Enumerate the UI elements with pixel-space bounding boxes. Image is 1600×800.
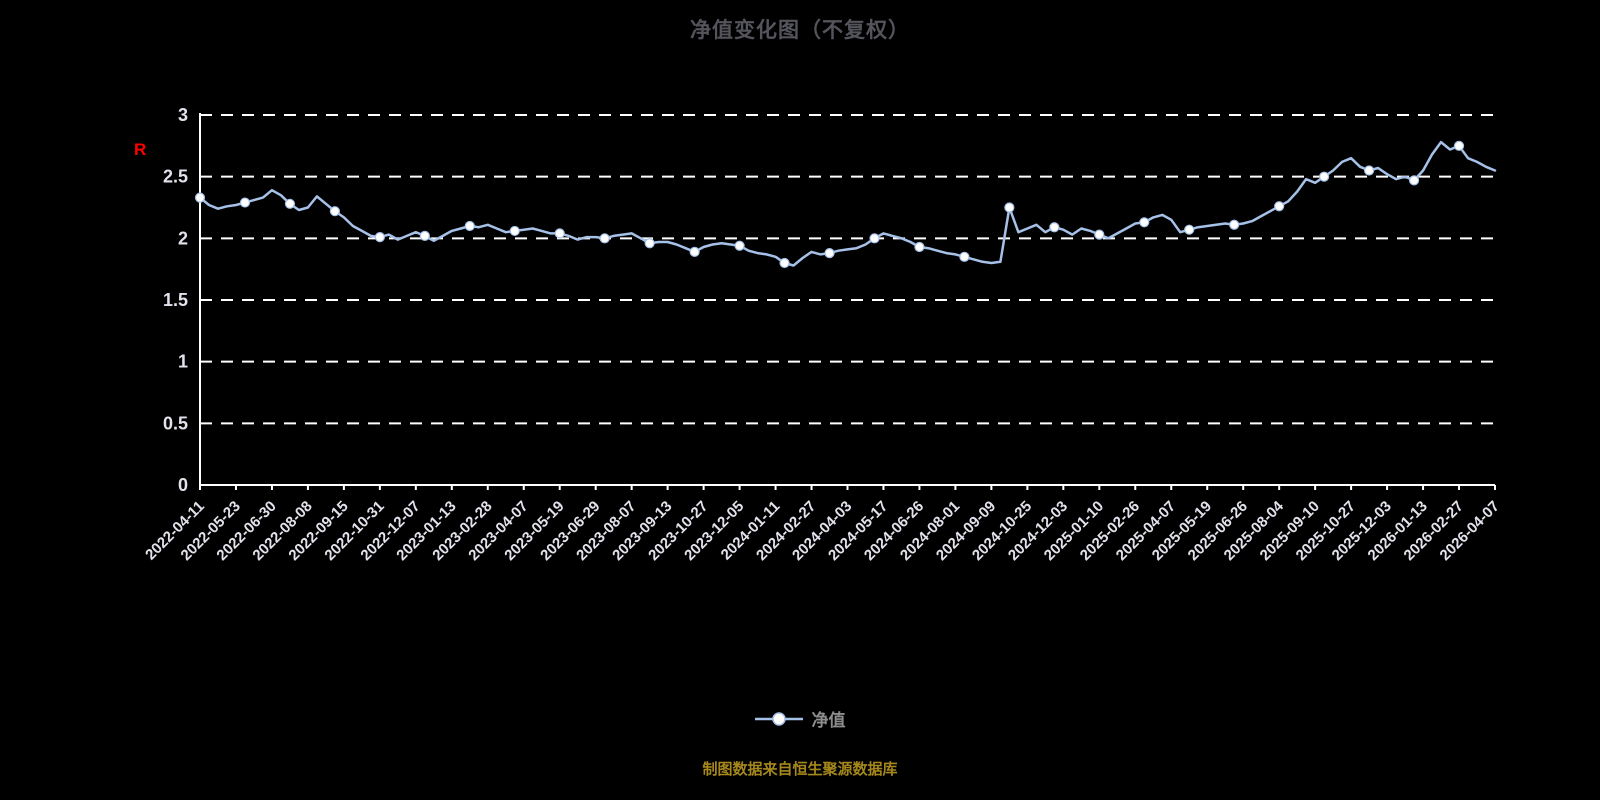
- net-value-line-chart: 00.511.522.532022-04-112022-05-232022-06…: [142, 105, 1503, 564]
- data-point-marker: [419, 230, 430, 241]
- data-point-marker: [824, 248, 835, 259]
- source-note: 制图数据来自恒生聚源数据库: [702, 761, 898, 778]
- y-tick-label: 0.5: [163, 413, 188, 433]
- data-point-marker: [1453, 140, 1465, 151]
- data-point-marker: [1229, 219, 1240, 230]
- data-point-marker: [959, 251, 970, 262]
- r-marker: R: [134, 140, 147, 159]
- y-tick-label: 0: [178, 475, 188, 495]
- data-point-marker: [554, 228, 565, 239]
- legend-marker: [754, 711, 803, 726]
- data-point-marker: [194, 192, 206, 203]
- data-point-marker: [239, 197, 251, 208]
- data-point-marker: [329, 206, 340, 217]
- data-point-marker: [1319, 171, 1330, 182]
- data-point-marker: [509, 225, 520, 237]
- y-tick-label: 2: [178, 228, 188, 248]
- data-point-marker: [1363, 165, 1375, 176]
- y-tick-label: 1: [178, 352, 188, 372]
- data-point-marker: [779, 257, 790, 269]
- data-point-marker: [644, 238, 655, 249]
- data-point-marker: [599, 233, 610, 244]
- chart-title: 净值变化图（不复权）: [690, 19, 910, 42]
- y-tick-label: 3: [178, 105, 188, 125]
- y-tick-label: 2.5: [163, 167, 188, 187]
- legend[interactable]: 净值: [0, 706, 1600, 731]
- data-point-marker: [1004, 202, 1015, 213]
- legend-label: 净值: [811, 711, 846, 730]
- legend-marker-dot: [771, 711, 786, 726]
- data-point-marker: [689, 246, 700, 257]
- data-point-marker: [734, 240, 745, 251]
- data-point-marker: [1094, 229, 1105, 240]
- y-tick-label: 1.5: [163, 290, 188, 310]
- data-point-marker: [464, 220, 475, 232]
- data-point-marker: [374, 232, 385, 243]
- data-point-marker: [1184, 224, 1195, 235]
- data-point-marker: [1274, 201, 1285, 212]
- data-point-marker: [1049, 222, 1060, 233]
- series-line: [198, 140, 1497, 267]
- data-point-marker: [284, 198, 296, 209]
- data-point-marker: [914, 241, 925, 253]
- data-point-marker: [1139, 217, 1150, 228]
- data-point-marker: [869, 233, 880, 244]
- data-point-marker: [1408, 175, 1420, 186]
